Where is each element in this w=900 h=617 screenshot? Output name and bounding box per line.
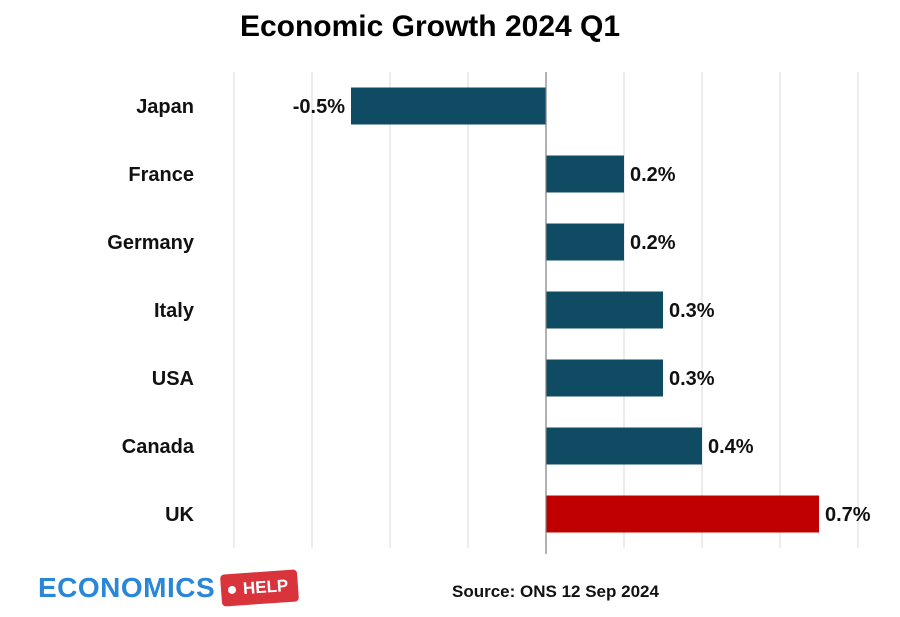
category-label: UK — [165, 504, 194, 526]
bar-canada — [546, 427, 702, 465]
bar-japan — [351, 87, 546, 125]
category-label: France — [128, 164, 194, 186]
logo-word: ECONOMICS — [38, 572, 216, 603]
logo-tag: HELP — [220, 569, 300, 607]
category-label: Japan — [136, 96, 194, 118]
category-label: USA — [152, 368, 194, 390]
bar-uk — [546, 495, 819, 533]
bar-italy — [546, 291, 663, 329]
data-label: 0.2% — [630, 164, 676, 186]
category-label: Germany — [107, 232, 195, 254]
data-label: 0.2% — [630, 232, 676, 254]
data-label: 0.3% — [669, 300, 715, 322]
bar-france — [546, 155, 624, 193]
category-label: Canada — [122, 436, 195, 458]
data-label: -0.5% — [293, 96, 345, 118]
bar-usa — [546, 359, 663, 397]
data-label: 0.7% — [825, 504, 871, 526]
data-label: 0.4% — [708, 436, 754, 458]
data-label: 0.3% — [669, 368, 715, 390]
source-note: Source: ONS 12 Sep 2024 — [452, 582, 659, 601]
chart-title: Economic Growth 2024 Q1 — [239, 10, 621, 43]
bar-germany — [546, 223, 624, 261]
category-label: Italy — [154, 300, 195, 322]
economics-help-logo: ECONOMICS HELP — [38, 568, 300, 608]
